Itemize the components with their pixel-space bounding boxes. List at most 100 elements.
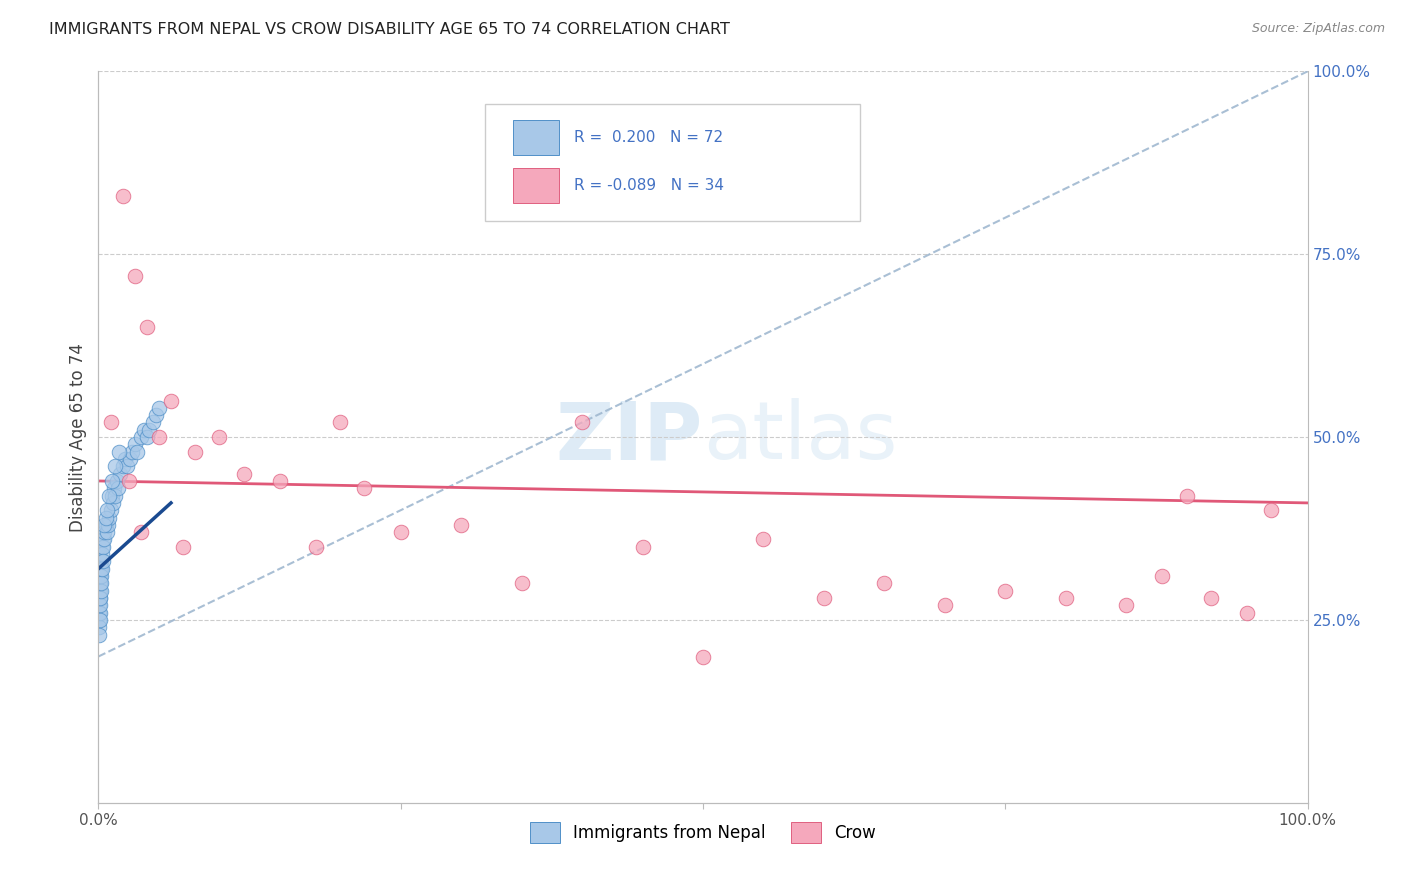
- Point: [89, 576, 111, 591]
- Point: [96, 503, 118, 517]
- Point: [87, 540, 110, 554]
- Point: [129, 430, 152, 444]
- Point: [89, 591, 111, 605]
- Point: [135, 320, 157, 334]
- Point: [90, 569, 112, 583]
- Point: [87, 599, 110, 613]
- Point: [100, 503, 122, 517]
- Point: [114, 452, 136, 467]
- Point: [389, 525, 412, 540]
- Point: [107, 481, 129, 495]
- Point: [89, 562, 111, 576]
- Point: [89, 554, 111, 568]
- Point: [87, 620, 110, 634]
- Point: [129, 525, 152, 540]
- Text: atlas: atlas: [703, 398, 897, 476]
- Point: [87, 554, 110, 568]
- Point: [87, 547, 110, 561]
- Point: [90, 554, 112, 568]
- Point: [813, 591, 835, 605]
- Point: [93, 533, 115, 547]
- Point: [89, 613, 111, 627]
- Bar: [513, 120, 560, 155]
- Point: [89, 576, 111, 591]
- Point: [87, 583, 110, 598]
- Point: [353, 481, 375, 495]
- Text: Source: ZipAtlas.com: Source: ZipAtlas.com: [1251, 22, 1385, 36]
- Point: [108, 467, 131, 481]
- Point: [87, 569, 110, 583]
- Point: [232, 467, 254, 481]
- Point: [103, 481, 125, 495]
- Point: [94, 510, 117, 524]
- Point: [87, 613, 110, 627]
- Point: [100, 416, 122, 430]
- Point: [93, 517, 115, 532]
- Point: [631, 540, 654, 554]
- Point: [108, 444, 131, 458]
- Point: [89, 583, 111, 598]
- Point: [142, 416, 165, 430]
- Point: [148, 430, 170, 444]
- Point: [90, 576, 112, 591]
- Point: [873, 576, 896, 591]
- Point: [104, 459, 127, 474]
- Point: [208, 430, 231, 444]
- Point: [87, 591, 110, 605]
- Point: [98, 510, 121, 524]
- Point: [93, 525, 115, 540]
- Point: [89, 569, 111, 583]
- Point: [124, 437, 146, 451]
- Point: [98, 489, 121, 503]
- Point: [100, 474, 122, 488]
- Point: [571, 416, 593, 430]
- Point: [118, 474, 141, 488]
- Point: [1236, 606, 1258, 620]
- Point: [127, 444, 149, 458]
- Point: [692, 649, 714, 664]
- Point: [117, 459, 139, 474]
- Point: [100, 489, 122, 503]
- Point: [1175, 489, 1198, 503]
- Point: [105, 474, 128, 488]
- Point: [89, 591, 111, 605]
- Point: [101, 496, 124, 510]
- Point: [148, 401, 170, 415]
- Point: [87, 576, 110, 591]
- Y-axis label: Disability Age 65 to 74: Disability Age 65 to 74: [69, 343, 87, 532]
- Legend: Immigrants from Nepal, Crow: Immigrants from Nepal, Crow: [523, 815, 883, 849]
- Point: [91, 562, 114, 576]
- Point: [89, 562, 111, 576]
- Point: [138, 423, 160, 437]
- Point: [89, 606, 111, 620]
- Point: [134, 423, 156, 437]
- Point: [91, 554, 114, 568]
- Point: [91, 540, 114, 554]
- Text: ZIP: ZIP: [555, 398, 703, 476]
- Point: [118, 452, 141, 467]
- Point: [450, 517, 472, 532]
- Point: [90, 562, 112, 576]
- Point: [752, 533, 775, 547]
- Point: [1115, 599, 1137, 613]
- Point: [1199, 591, 1222, 605]
- Point: [994, 583, 1017, 598]
- Point: [329, 416, 352, 430]
- Point: [145, 408, 167, 422]
- Point: [91, 533, 114, 547]
- Point: [91, 547, 114, 561]
- Point: [1152, 569, 1174, 583]
- Point: [172, 540, 194, 554]
- Point: [90, 583, 112, 598]
- Text: R = -0.089   N = 34: R = -0.089 N = 34: [574, 178, 724, 193]
- Point: [87, 562, 110, 576]
- Bar: [513, 168, 560, 203]
- Text: IMMIGRANTS FROM NEPAL VS CROW DISABILITY AGE 65 TO 74 CORRELATION CHART: IMMIGRANTS FROM NEPAL VS CROW DISABILITY…: [49, 22, 730, 37]
- Point: [269, 474, 291, 488]
- Point: [104, 489, 127, 503]
- Point: [124, 269, 146, 284]
- Point: [94, 517, 117, 532]
- Point: [91, 540, 114, 554]
- Point: [121, 444, 143, 458]
- Point: [111, 188, 134, 202]
